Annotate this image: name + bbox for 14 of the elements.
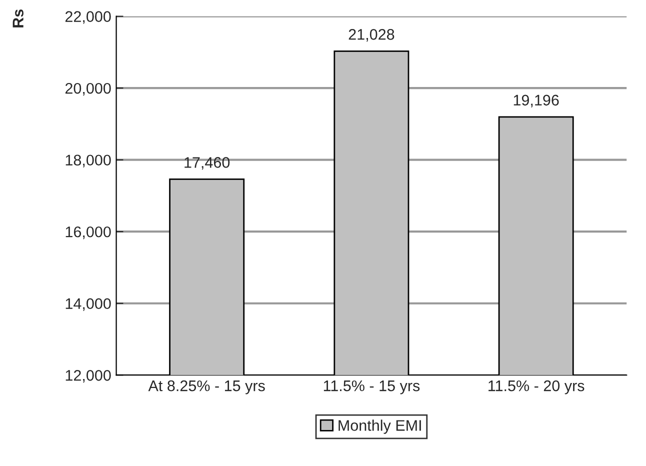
legend-label: Monthly EMI <box>338 420 421 434</box>
x-tick-label: 11.5% - 20 yrs <box>488 380 584 394</box>
x-tick-label: At 8.25% - 15 yrs <box>148 380 265 394</box>
y-axis-title: Rs <box>12 10 24 28</box>
y-tick-label: 14,000 <box>66 298 111 311</box>
y-tick-label: 20,000 <box>65 82 111 96</box>
x-tick-label: 11.5% - 15 yrs <box>324 380 420 394</box>
data-label: 17,460 <box>184 157 230 170</box>
y-tick-label: 16,000 <box>66 226 111 240</box>
y-tick-label: 18,000 <box>66 154 111 168</box>
y-tick-label: 22,000 <box>65 11 111 24</box>
y-tick-label: 12,000 <box>66 370 111 383</box>
data-label: 21,028 <box>348 29 394 42</box>
data-label: 19,196 <box>514 94 559 108</box>
